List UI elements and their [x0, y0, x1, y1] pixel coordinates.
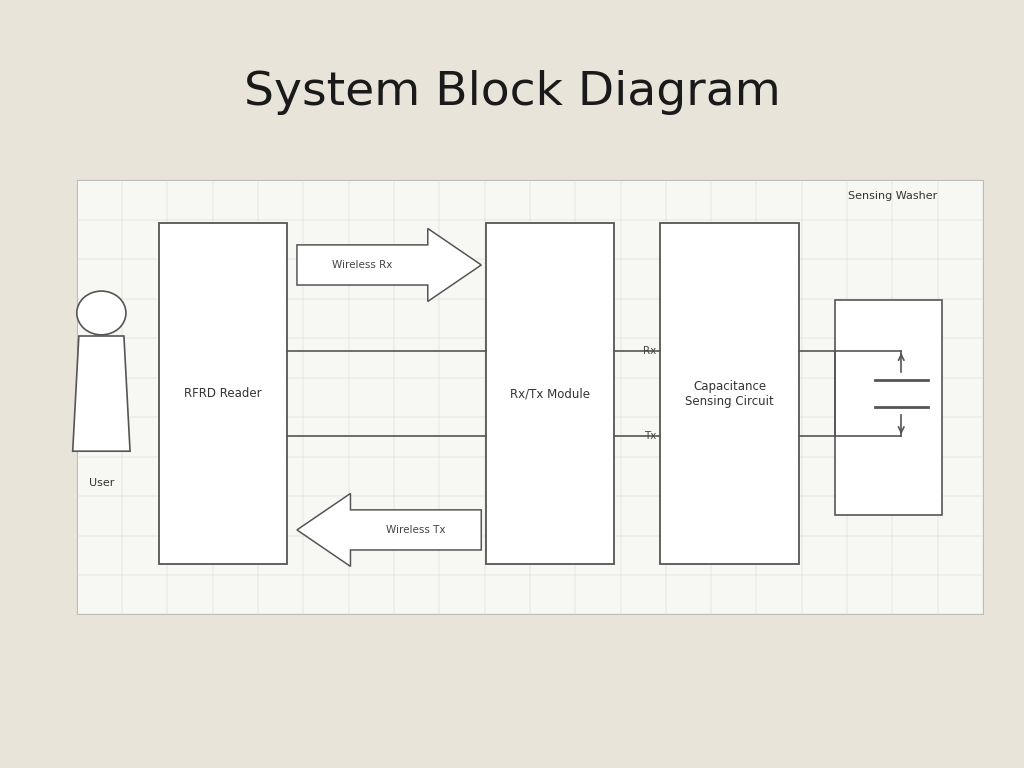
Text: User: User — [89, 478, 114, 488]
Polygon shape — [297, 229, 481, 302]
Text: Rx: Rx — [643, 346, 656, 356]
Text: Wireless Tx: Wireless Tx — [386, 525, 445, 535]
Bar — [486, 223, 614, 564]
Text: Tx: Tx — [644, 432, 656, 442]
Bar — [835, 300, 942, 515]
Bar — [660, 223, 799, 564]
Text: Capacitance
Sensing Circuit: Capacitance Sensing Circuit — [685, 379, 774, 408]
Ellipse shape — [77, 291, 126, 335]
Bar — [77, 180, 983, 614]
Bar — [159, 223, 287, 564]
Polygon shape — [73, 336, 130, 452]
Text: Sensing Washer: Sensing Washer — [848, 190, 937, 201]
Text: Rx/Tx Module: Rx/Tx Module — [510, 387, 591, 400]
Polygon shape — [297, 494, 481, 567]
Text: RFRD Reader: RFRD Reader — [184, 387, 261, 400]
Text: System Block Diagram: System Block Diagram — [244, 70, 780, 114]
Text: Wireless Rx: Wireless Rx — [332, 260, 392, 270]
